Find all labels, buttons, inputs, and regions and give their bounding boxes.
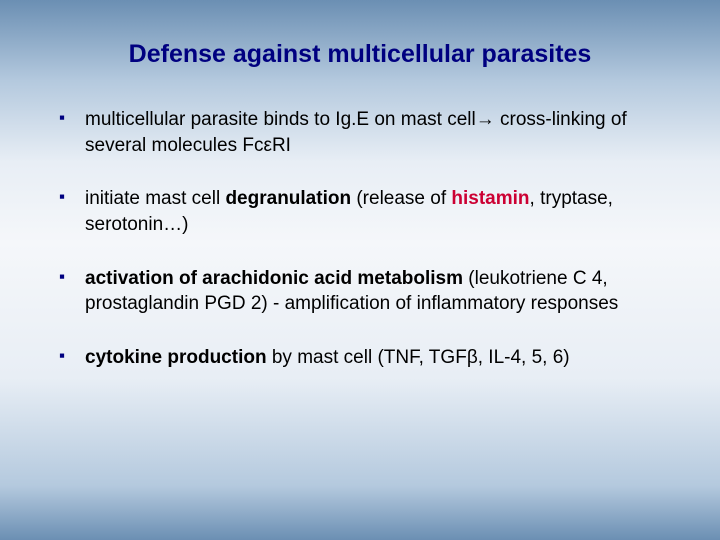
bullet-item-4: cytokine production by mast cell (TNF, T… bbox=[55, 345, 665, 371]
bold-term: activation of arachidonic acid metabolis… bbox=[85, 268, 463, 289]
highlight-term: histamin bbox=[451, 188, 529, 209]
bullet-list: multicellular parasite binds to Ig.E on … bbox=[55, 107, 665, 370]
bullet-item-1: multicellular parasite binds to Ig.E on … bbox=[55, 107, 665, 158]
bullet-text: by mast cell (TNF, TGF bbox=[267, 347, 467, 368]
bold-term: cytokine production bbox=[85, 347, 267, 368]
bullet-text: multicellular parasite binds to Ig.E on … bbox=[85, 109, 627, 156]
bullet-text: (release of bbox=[351, 188, 451, 209]
bullet-text: , IL-4, 5, 6) bbox=[478, 347, 570, 368]
bullet-item-2: initiate mast cell degranulation (releas… bbox=[55, 186, 665, 237]
bullet-text: RI bbox=[272, 135, 291, 156]
bold-term: degranulation bbox=[225, 188, 351, 209]
beta-symbol: β bbox=[467, 347, 478, 368]
bullet-item-3: activation of arachidonic acid metabolis… bbox=[55, 266, 665, 317]
bullet-text: initiate mast cell bbox=[85, 188, 225, 209]
slide-title: Defense against multicellular parasites bbox=[55, 40, 665, 69]
epsilon-symbol: ε bbox=[263, 135, 271, 156]
